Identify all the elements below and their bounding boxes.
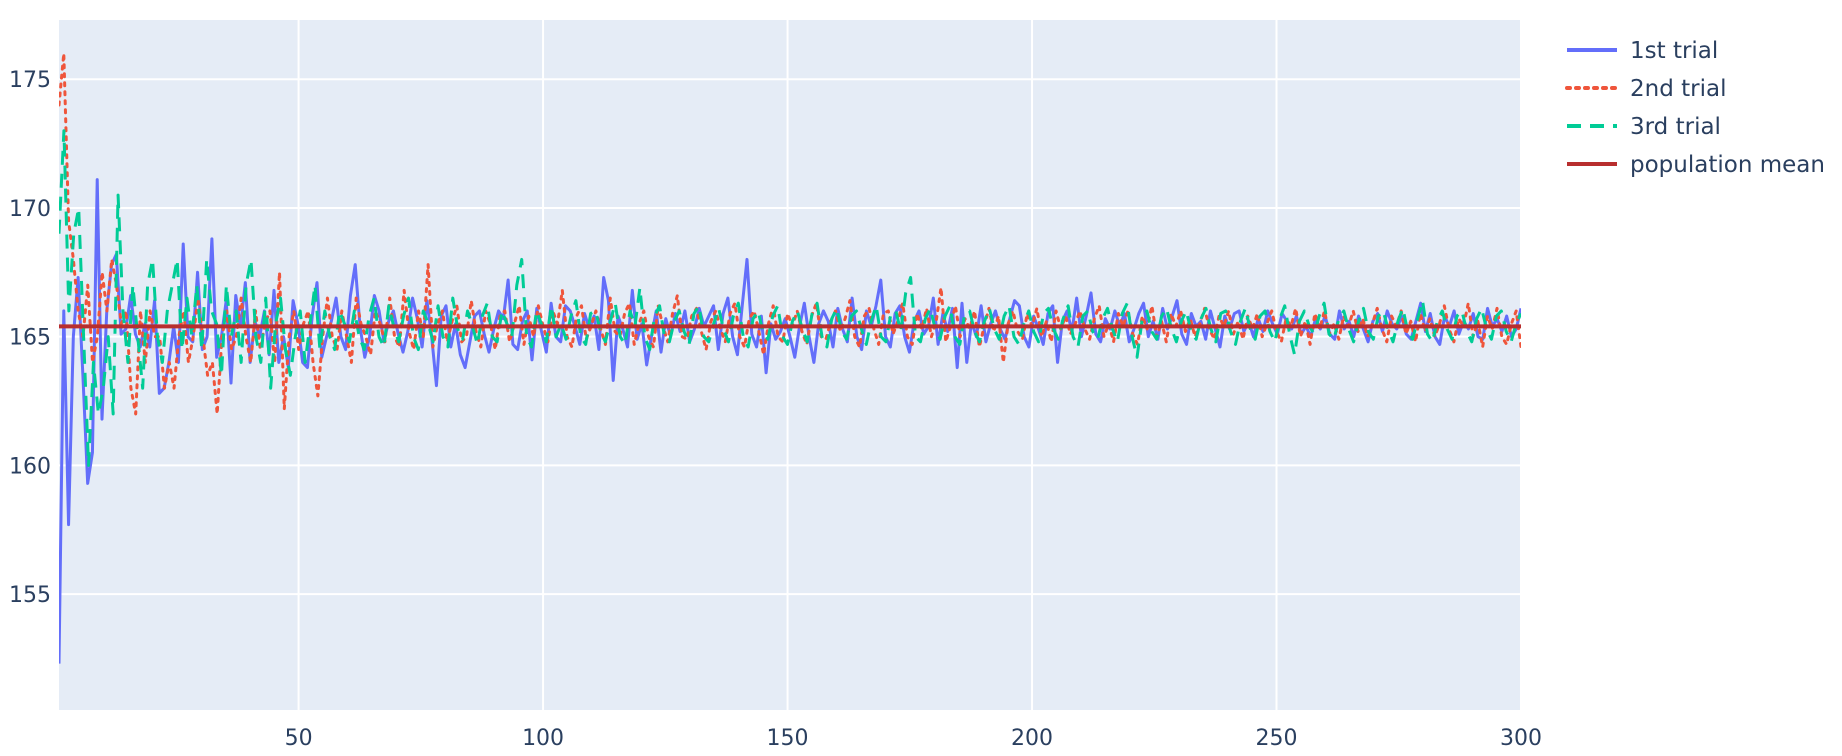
x-tick-label: 50 (285, 726, 313, 751)
x-tick-label: 250 (1256, 726, 1298, 751)
y-tick-label: 160 (9, 454, 51, 479)
legend[interactable]: 1st trial 2nd trial 3rd trial population me… (1565, 38, 1825, 178)
legend-label: 3rd trial (1630, 114, 1721, 140)
plot-background (59, 20, 1521, 710)
y-tick-label: 155 (9, 583, 51, 608)
series-line-3rd-trial (59, 129, 1521, 467)
y-tick-label: 170 (9, 197, 51, 222)
legend-item-1st-trial[interactable]: 1st trial (1567, 38, 1718, 64)
axis-tick-labels: 50 100 150 200 250 300 155 160 165 170 175 (9, 68, 1542, 751)
legend-item-3rd-trial[interactable]: 3rd trial (1567, 114, 1721, 140)
x-tick-label: 100 (522, 726, 564, 751)
y-tick-label: 165 (9, 326, 51, 351)
x-tick-label: 200 (1011, 726, 1053, 751)
x-tick-label: 300 (1500, 726, 1542, 751)
legend-label: 2nd trial (1630, 76, 1726, 102)
x-tick-label: 150 (767, 726, 809, 751)
legend-item-2nd-trial[interactable]: 2nd trial (1565, 76, 1726, 102)
legend-label: population mean (1630, 152, 1825, 178)
legend-item-population-mean[interactable]: population mean (1567, 152, 1825, 178)
legend-label: 1st trial (1630, 38, 1718, 64)
series-lines (59, 51, 1521, 664)
y-tick-label: 175 (9, 68, 51, 93)
